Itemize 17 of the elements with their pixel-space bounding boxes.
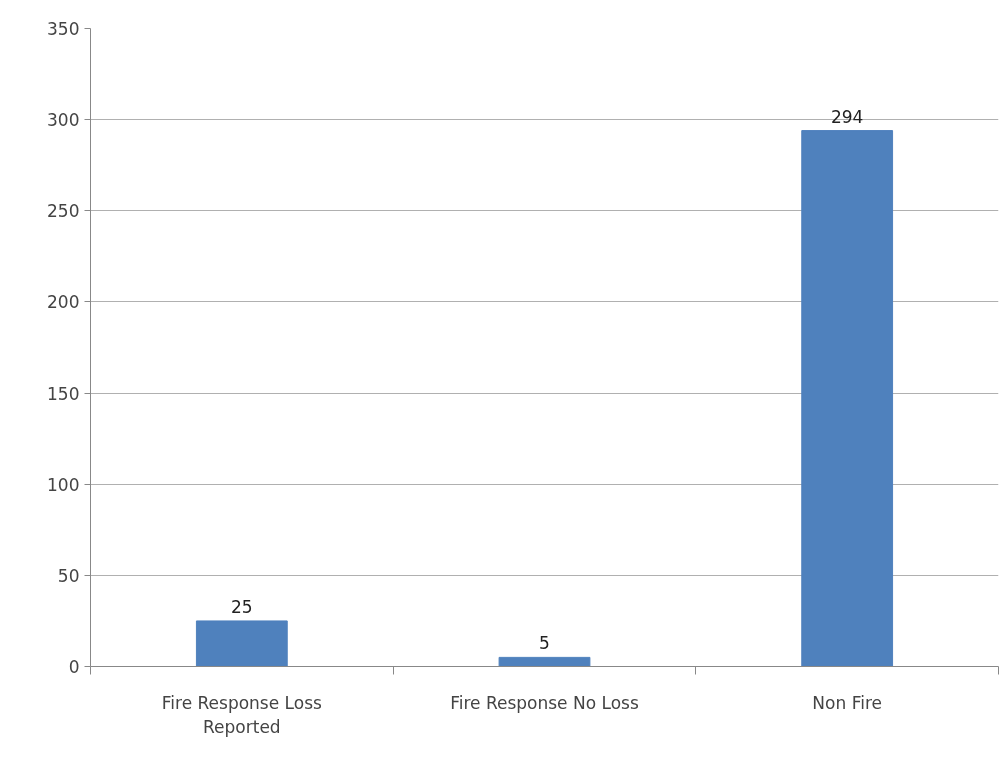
y-tick-label: 300: [47, 110, 80, 131]
x-tick-label: Fire Response No Loss: [450, 692, 639, 713]
x-tick-label: Non Fire: [812, 692, 882, 713]
data-label: 5: [539, 633, 550, 654]
bar: [801, 130, 894, 667]
y-tick-label: 50: [57, 565, 80, 586]
data-label: 25: [231, 596, 253, 617]
y-tick-label: 200: [47, 292, 80, 313]
y-tick-label: 350: [47, 19, 80, 39]
y-tick-label: 250: [47, 201, 80, 222]
y-tick-label: 100: [47, 474, 80, 495]
bar: [195, 620, 288, 667]
bar: [498, 656, 591, 667]
y-tick-label: 150: [47, 383, 80, 404]
data-label: 294: [830, 106, 864, 127]
y-tick-label: 0: [68, 657, 80, 677]
x-tick-label: Fire Response Loss Reported: [161, 692, 323, 737]
